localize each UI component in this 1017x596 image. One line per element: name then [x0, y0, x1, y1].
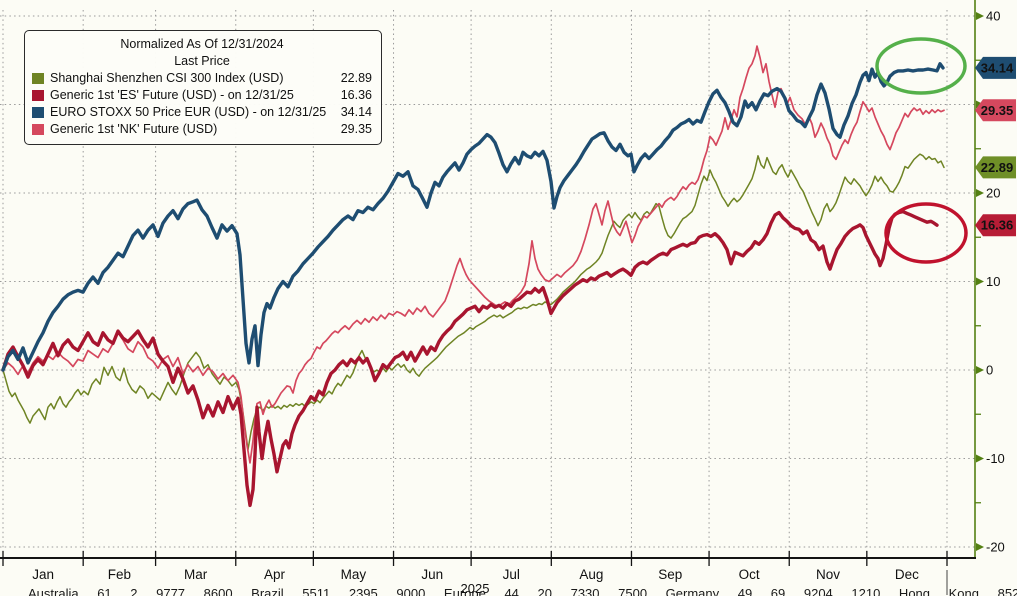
x-axis-month-label: Sep: [658, 567, 682, 582]
series-last-value: 29.35: [340, 122, 372, 136]
green-ellipse-annotation: [875, 37, 967, 95]
y-axis-tick-label: 40: [986, 9, 1000, 24]
chart-legend: Normalized As Of 12/31/2024 Last Price S…: [24, 30, 382, 145]
series-line-euro-stoxx-50: [1, 62, 945, 372]
series-color-swatch-icon: [32, 107, 44, 118]
x-axis-month-label: Nov: [816, 567, 840, 582]
x-axis-month-label: Jun: [421, 567, 443, 582]
price-badge: [975, 56, 1016, 79]
y-tick-arrow-icon: [976, 189, 984, 197]
y-axis-tick-label: 0: [986, 363, 993, 378]
y-tick-arrow-icon: [976, 366, 984, 374]
x-axis-month-label: Oct: [739, 567, 760, 582]
x-axis-month-label: Aug: [579, 567, 603, 582]
y-tick-arrow-icon: [976, 12, 984, 20]
series-last-value: 16.36: [340, 88, 372, 102]
x-axis-year-label: 2025: [461, 581, 490, 596]
price-badge: [975, 99, 1016, 122]
x-axis-month-label: Dec: [895, 567, 919, 582]
y-axis-tick-label: 10: [986, 274, 1000, 289]
legend-item[interactable]: Generic 1st 'ES' Future (USD) - on 12/31…: [32, 87, 372, 104]
series-last-value: 22.89: [340, 71, 372, 85]
series-label: Shanghai Shenzhen CSI 300 Index (USD): [50, 71, 284, 85]
price-badge: [975, 156, 1016, 179]
price-badge-value: 16.36: [981, 218, 1014, 233]
price-badge: [975, 214, 1016, 237]
legend-title: Normalized As Of 12/31/2024: [120, 37, 284, 51]
y-tick-arrow-icon: [976, 277, 984, 286]
y-axis-tick-label: -10: [986, 451, 1005, 466]
series-label: Generic 1st 'ES' Future (USD) - on 12/31…: [50, 88, 294, 102]
series-color-swatch-icon: [32, 90, 44, 101]
x-axis-month-label: Jul: [503, 567, 520, 582]
x-axis-month-label: Feb: [108, 567, 131, 582]
x-axis-month-label: Jan: [32, 567, 54, 582]
legend-item[interactable]: Shanghai Shenzhen CSI 300 Index (USD) 22.…: [32, 70, 372, 87]
series-label: Generic 1st 'NK' Future (USD): [50, 122, 218, 136]
series-last-value: 34.14: [340, 105, 372, 119]
price-badge-value: 22.89: [981, 160, 1014, 175]
x-axis-month-label: Mar: [184, 567, 208, 582]
series-color-swatch-icon: [32, 124, 44, 135]
bloomberg-footer-text: Australia 61 2 9777 8600 Brazil 5511 239…: [28, 586, 1017, 596]
series-line-nk-future: [2, 45, 945, 464]
x-axis-month-label: May: [341, 567, 367, 582]
legend-item[interactable]: EURO STOXX 50 Price EUR (USD) - on 12/31…: [32, 104, 372, 121]
y-axis-tick-label: 20: [986, 186, 1000, 201]
series-color-swatch-icon: [32, 73, 44, 84]
price-badge-value: 29.35: [981, 103, 1014, 118]
price-badge-value: 34.14: [981, 60, 1014, 75]
series-label: EURO STOXX 50 Price EUR (USD) - on 12/31…: [50, 105, 327, 119]
y-tick-arrow-icon: [976, 543, 984, 551]
legend-subtitle: Last Price: [174, 54, 230, 68]
red-ellipse-annotation: [884, 202, 968, 264]
series-line-csi-300: [2, 153, 945, 451]
y-axis-tick-label: -20: [986, 540, 1005, 555]
legend-item[interactable]: Generic 1st 'NK' Future (USD) 29.35: [32, 121, 372, 138]
x-axis-month-label: Apr: [264, 567, 286, 582]
legend-items: Shanghai Shenzhen CSI 300 Index (USD) 22.…: [32, 70, 372, 138]
y-tick-arrow-icon: [976, 454, 984, 463]
series-line-es-future: [1, 209, 939, 508]
